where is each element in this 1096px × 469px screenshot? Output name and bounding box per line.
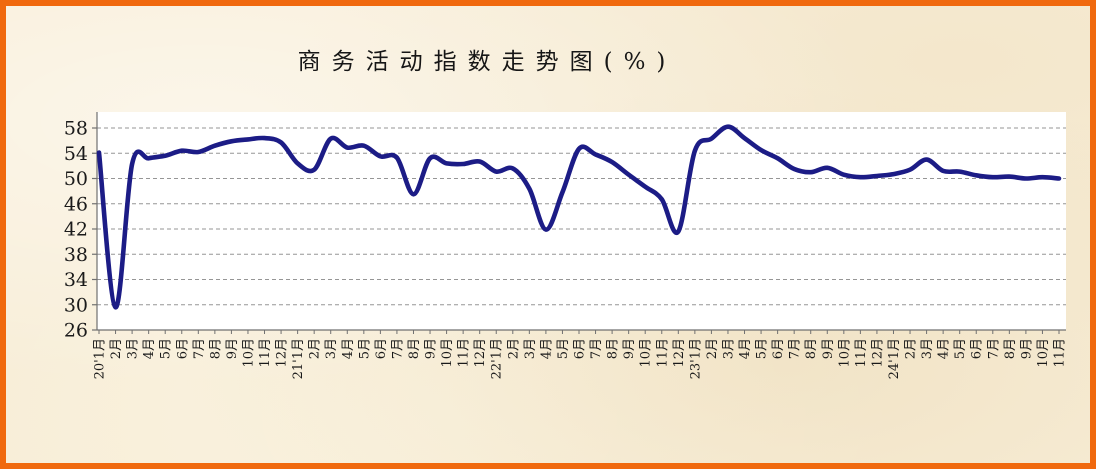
- y-axis-label: 50: [64, 168, 88, 190]
- data-line: [96, 124, 1062, 310]
- x-axis-label: 3月: [721, 338, 736, 359]
- x-axis-label: 4月: [341, 338, 356, 359]
- x-axis-label: 2月: [109, 338, 124, 359]
- x-axis-label: 21'1月: [291, 338, 306, 379]
- y-axis-label: 26: [64, 320, 88, 342]
- x-axis-label: 6月: [771, 338, 786, 359]
- x-axis-label: 7月: [788, 338, 803, 359]
- x-axis-label: 2月: [308, 338, 323, 359]
- x-axis-label: 6月: [374, 338, 389, 359]
- x-axis-label: 2月: [705, 338, 720, 359]
- x-axis-label: 8月: [208, 338, 223, 359]
- x-axis-label: 4月: [142, 338, 157, 359]
- x-axis-label: 10月: [241, 338, 256, 368]
- x-axis-label: 12月: [672, 338, 687, 368]
- x-axis-label: 5月: [953, 338, 968, 359]
- x-axis-label: 2月: [506, 338, 521, 359]
- y-axis-label: 38: [64, 244, 88, 266]
- x-axis-label: 5月: [556, 338, 571, 359]
- x-axis-label: 9月: [424, 338, 439, 359]
- x-axis-label: 4月: [937, 338, 952, 359]
- x-axis-label: 6月: [573, 338, 588, 359]
- y-axis-label: 30: [64, 294, 88, 316]
- x-axis-label: 6月: [175, 338, 190, 359]
- x-axis-label: 11月: [258, 338, 273, 368]
- y-axis-label: 58: [64, 118, 88, 140]
- x-axis-label: 3月: [523, 338, 538, 359]
- x-axis-label: 6月: [970, 338, 985, 359]
- x-axis-label: 12月: [275, 338, 290, 368]
- x-axis-label: 23'1月: [688, 338, 703, 379]
- x-axis-label: 5月: [357, 338, 372, 359]
- x-axis-label: 3月: [126, 338, 141, 359]
- x-axis-label: 7月: [589, 338, 604, 359]
- x-axis-label: 7月: [390, 338, 405, 359]
- y-axis-label: 46: [64, 193, 88, 215]
- y-axis-label: 42: [64, 219, 88, 241]
- x-axis-label: 10月: [440, 338, 455, 368]
- x-axis-label: 10月: [639, 338, 654, 368]
- x-axis-label: 4月: [738, 338, 753, 359]
- x-axis-label: 20'1月: [93, 338, 108, 379]
- x-axis-label: 8月: [1003, 338, 1018, 359]
- x-axis-label: 12月: [473, 338, 488, 368]
- x-axis-label: 7月: [192, 338, 207, 359]
- x-axis-label: 11月: [655, 338, 670, 368]
- x-axis-label: 9月: [225, 338, 240, 359]
- x-axis-label: 10月: [1036, 338, 1051, 368]
- x-axis-label: 3月: [920, 338, 935, 359]
- y-axis-label: 54: [64, 143, 88, 165]
- chart-title: 商务活动指数走势图(%): [297, 49, 677, 75]
- x-axis-label: 8月: [606, 338, 621, 359]
- x-axis-label: 5月: [755, 338, 770, 359]
- x-axis-label: 2月: [904, 338, 919, 359]
- x-axis-label: 12月: [870, 338, 885, 368]
- x-axis-label: 8月: [407, 338, 422, 359]
- x-axis-label: 7月: [986, 338, 1001, 359]
- x-axis-label: 8月: [804, 338, 819, 359]
- x-axis-label: 5月: [159, 338, 174, 359]
- x-axis-label: 4月: [539, 338, 554, 359]
- x-axis-label: 9月: [821, 338, 836, 359]
- x-axis-label: 11月: [457, 338, 472, 368]
- x-axis-label: 11月: [1053, 338, 1068, 368]
- x-axis-label: 9月: [1019, 338, 1034, 359]
- x-axis-label: 11月: [854, 338, 869, 368]
- x-axis-label: 3月: [324, 338, 339, 359]
- x-axis-label: 9月: [622, 338, 637, 359]
- x-axis-label: 22'1月: [490, 338, 505, 379]
- y-axis-label: 34: [64, 269, 88, 291]
- x-axis-label: 10月: [837, 338, 852, 368]
- x-axis-label: 24'1月: [887, 338, 902, 379]
